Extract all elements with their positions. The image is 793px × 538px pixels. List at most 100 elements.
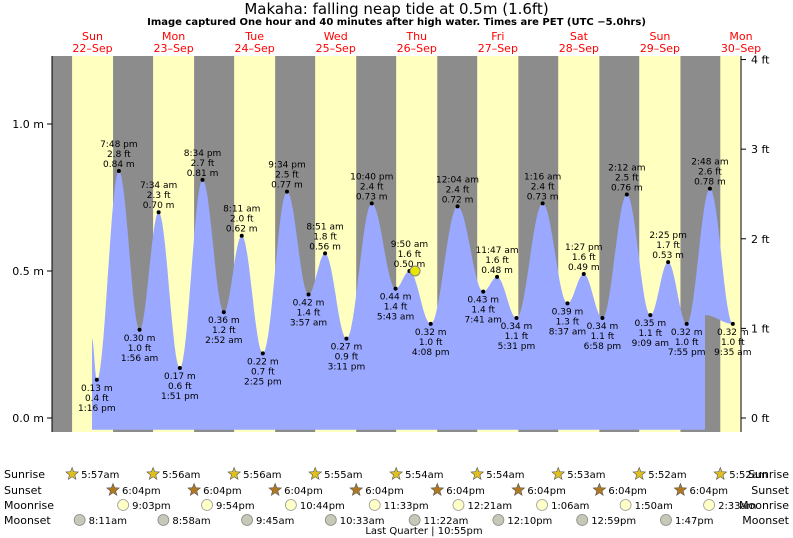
moonrise-icon [284,499,297,511]
low-tide-label: 2:25 pm [244,377,282,387]
day-of-week: Mon [729,30,752,43]
sunset-time: 6:04pm [365,486,404,497]
sunrise-time: 5:56am [162,470,200,481]
high-tide-point [116,169,121,174]
low-tide-label: 0.34 m [587,322,619,332]
sunset-time: 6:04pm [284,486,323,497]
right-tick-label: 1 ft [751,322,770,335]
low-tide-point [565,301,570,306]
low-tide-label: 0.30 m [124,334,156,344]
moonset-time: 10:33am [340,516,385,527]
day-date: 25–Sep [316,42,356,55]
day-date: 26–Sep [397,42,437,55]
sunset-time: 6:04pm [527,486,566,497]
high-tide-point [284,189,289,194]
low-tide-label: 0.43 m [467,296,499,306]
low-tide-label: 3:57 am [290,319,327,329]
moonset-time: 12:10pm [507,516,552,527]
low-tide-label: 1.0 ft [128,344,152,354]
high-tide-label: 0.56 m [309,242,341,252]
low-tide-label: 0.4 ft [85,394,109,404]
sunset-icon [430,482,445,496]
right-tick-label: 0 ft [751,412,770,425]
high-tide-label: 2:25 pm [649,231,687,241]
day-of-week: Tue [244,30,264,43]
low-tide-label: 1.0 ft [721,338,745,348]
high-tide-point [455,204,460,209]
low-tide-label: 1.4 ft [297,309,321,319]
high-tide-point [239,233,244,238]
moonset-time: 1:47pm [675,516,714,527]
moonrise-icon [201,499,213,511]
low-tide-point [177,366,182,371]
low-tide-label: 1:51 pm [161,392,199,402]
low-tide-label: 5:31 pm [498,342,536,352]
sunset-icon [187,482,202,496]
sunset-time: 6:04pm [446,486,485,497]
right-tick-label: 2 ft [751,233,770,246]
low-tide-label: 8:37 am [549,327,586,337]
low-tide-label: 0.42 m [293,299,325,309]
sunset-time: 6:04pm [608,486,647,497]
chart-title: Makaha: falling neap tide at 0.5m (1.6ft… [244,0,549,18]
high-tide-label: 0.49 m [568,263,600,273]
high-tide-label: 7:34 am [140,181,177,191]
right-tick-label: 4 ft [751,54,770,67]
sunrise-time: 5:57am [81,470,119,481]
left-tick-label: 0.5 m [12,265,44,278]
sunrise-icon [65,466,80,480]
astro-row-label-right: Moonrise [739,499,789,512]
high-tide-label: 2.4 ft [360,182,384,192]
low-tide-label: 5:43 am [377,313,414,323]
chart-subtitle: Image captured One hour and 40 minutes a… [147,17,646,28]
astro-row-label-right: Moonset [742,514,789,527]
high-tide-label: 0.81 m [187,169,219,179]
sunrise-icon [146,466,161,480]
sunrise-icon [470,466,485,480]
moonset-icon [576,514,589,526]
high-tide-label: 9:34 pm [268,161,306,171]
astro-row-label-right: Sunrise [748,468,789,481]
high-tide-label: 0.70 m [143,201,175,211]
sunset-icon [349,482,364,496]
sunrise-time: 5:56am [243,470,281,481]
high-tide-label: 1.6 ft [485,256,509,266]
daylight-band [720,56,741,432]
low-tide-label: 0.32 m [415,328,447,338]
day-of-week: Wed [324,30,348,43]
low-tide-label: 0.34 m [501,322,533,332]
low-tide-label: 1.4 ft [384,303,408,313]
low-tide-label: 1:56 am [121,354,158,364]
astro-row-label-right: Sunset [751,484,789,497]
high-tide-label: 2.8 ft [107,150,131,160]
right-tick-label: 3 ft [751,143,770,156]
sunrise-time: 5:53am [567,470,605,481]
high-tide-point [666,260,671,265]
low-tide-point [428,321,433,326]
high-tide-point [707,186,712,191]
low-tide-point [730,321,735,326]
moonrise-icon [536,499,548,511]
low-tide-label: 0.39 m [552,307,584,317]
low-tide-label: 2:52 am [205,336,242,346]
low-tide-label: 9:35 am [714,348,751,358]
day-of-week: Sat [570,30,589,43]
low-tide-point [514,316,519,321]
low-tide-label: 0.7 ft [251,367,275,377]
high-tide-label: 0.72 m [442,195,474,205]
high-tide-label: 8:51 am [306,222,343,232]
high-tide-label: 11:47 am [476,246,519,256]
high-tide-label: 1.6 ft [398,250,422,260]
low-tide-point [684,321,689,326]
high-tide-label: 10:40 pm [350,172,393,182]
day-date: 29–Sep [640,42,680,55]
high-tide-label: 7:48 pm [100,140,138,150]
low-tide-label: 0.44 m [380,293,412,303]
day-date: 30–Sep [721,42,761,55]
high-tide-label: 0.73 m [527,192,559,202]
high-tide-point [495,274,500,279]
low-tide-point [393,286,398,291]
high-tide-label: 1.8 ft [313,232,337,242]
high-tide-label: 2.5 ft [615,174,639,184]
